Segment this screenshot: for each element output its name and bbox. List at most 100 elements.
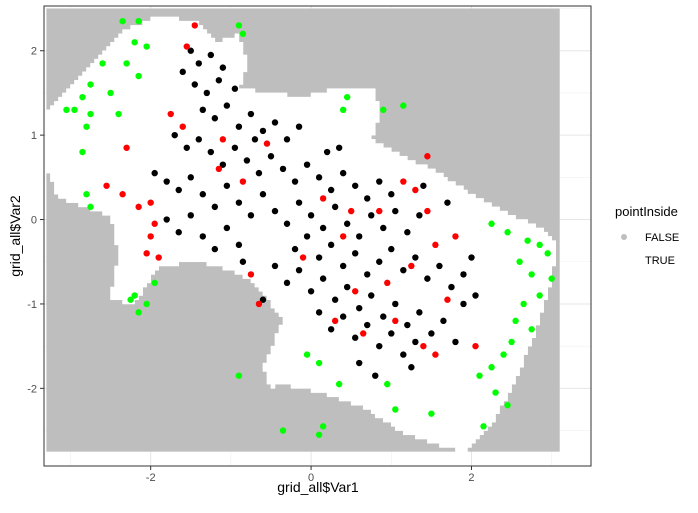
tile-true [158,101,164,106]
tile-true [346,345,352,351]
tile-true [386,215,392,220]
tile-true [334,105,340,111]
tile-true [182,117,188,123]
tile-true [222,71,228,77]
tile-true [142,25,147,30]
tile-true [350,189,356,195]
tile-true [242,168,248,174]
tile-true [354,219,360,225]
tile-true [294,366,300,372]
tile-true [226,113,232,119]
tile-true [62,130,67,136]
tile-true [198,79,204,85]
tile-true [86,75,91,81]
tile-true [174,143,180,149]
tile-true [102,151,107,157]
tile-true [282,312,288,317]
tile-true [134,210,139,216]
tile-true [154,130,159,136]
tile-true [282,299,288,305]
tile-true [114,219,119,225]
tile-true [278,160,284,165]
tile-true [218,151,224,157]
tile-true [62,189,67,195]
tile-true [270,202,276,208]
tile-true [174,96,180,102]
tile-true [274,227,280,233]
tile-true [310,371,316,376]
tile-true [190,96,196,102]
tile-true [130,84,135,90]
tile-true [362,160,368,165]
tile-true [386,404,392,410]
tile-true [246,172,252,178]
tile-true [130,278,135,284]
tile-true [190,117,196,123]
tile-true [158,185,164,191]
tile-true [294,290,300,296]
tile-true [234,210,240,216]
tile-true [230,155,236,161]
tile-true [258,101,264,106]
tile-true [98,177,103,182]
tile-true [342,160,348,165]
tile-true [274,160,280,165]
tile-true [110,50,115,56]
tile-true [142,134,147,140]
tile-true [362,172,368,178]
tile-true [334,286,340,292]
tile-true [290,366,296,372]
tile-true [330,160,336,165]
tile-true [70,88,75,94]
tile-true [262,117,268,123]
tile-true [122,117,127,123]
tile-true [166,240,172,246]
tile-true [342,240,348,246]
tile-true [242,236,248,241]
tile-true [194,67,200,73]
tile-true [314,168,320,174]
tile-true [238,109,244,115]
tile-true [238,92,244,98]
tile-true [342,388,348,393]
tile-true [122,265,127,271]
tile-true [262,155,268,161]
tile-true [154,198,159,203]
tile-true [110,151,115,157]
tile-true [314,261,320,267]
tile-true [194,219,200,225]
tile-true [218,253,224,258]
tile-true [306,328,312,334]
tile-true [198,202,204,208]
tile-true [194,71,200,77]
tile-true [198,198,204,203]
tile-true [150,240,155,246]
tile-true [110,193,115,199]
tile-true [358,101,364,106]
tile-true [166,231,172,237]
tile-true [370,350,376,355]
tile-true [98,189,103,195]
tile-true [110,202,115,208]
tile-true [238,185,244,191]
tile-true [282,122,288,127]
tile-true [302,320,308,326]
tile-true [370,117,376,123]
tile-true [378,320,384,326]
tile-true [302,345,308,351]
tile-true [390,350,396,355]
tile-true [210,164,216,170]
tile-true [290,227,296,233]
tile-true [242,202,248,208]
tile-true [214,92,220,98]
tile-true [150,29,155,35]
tile-true [322,181,328,187]
tile-true [178,109,184,115]
tile-true [106,122,111,127]
tile-true [310,358,316,364]
tile-true [386,307,392,313]
tile-true [274,333,280,339]
tile-true [194,198,200,203]
tile-true [362,295,368,301]
tile-true [126,92,131,98]
